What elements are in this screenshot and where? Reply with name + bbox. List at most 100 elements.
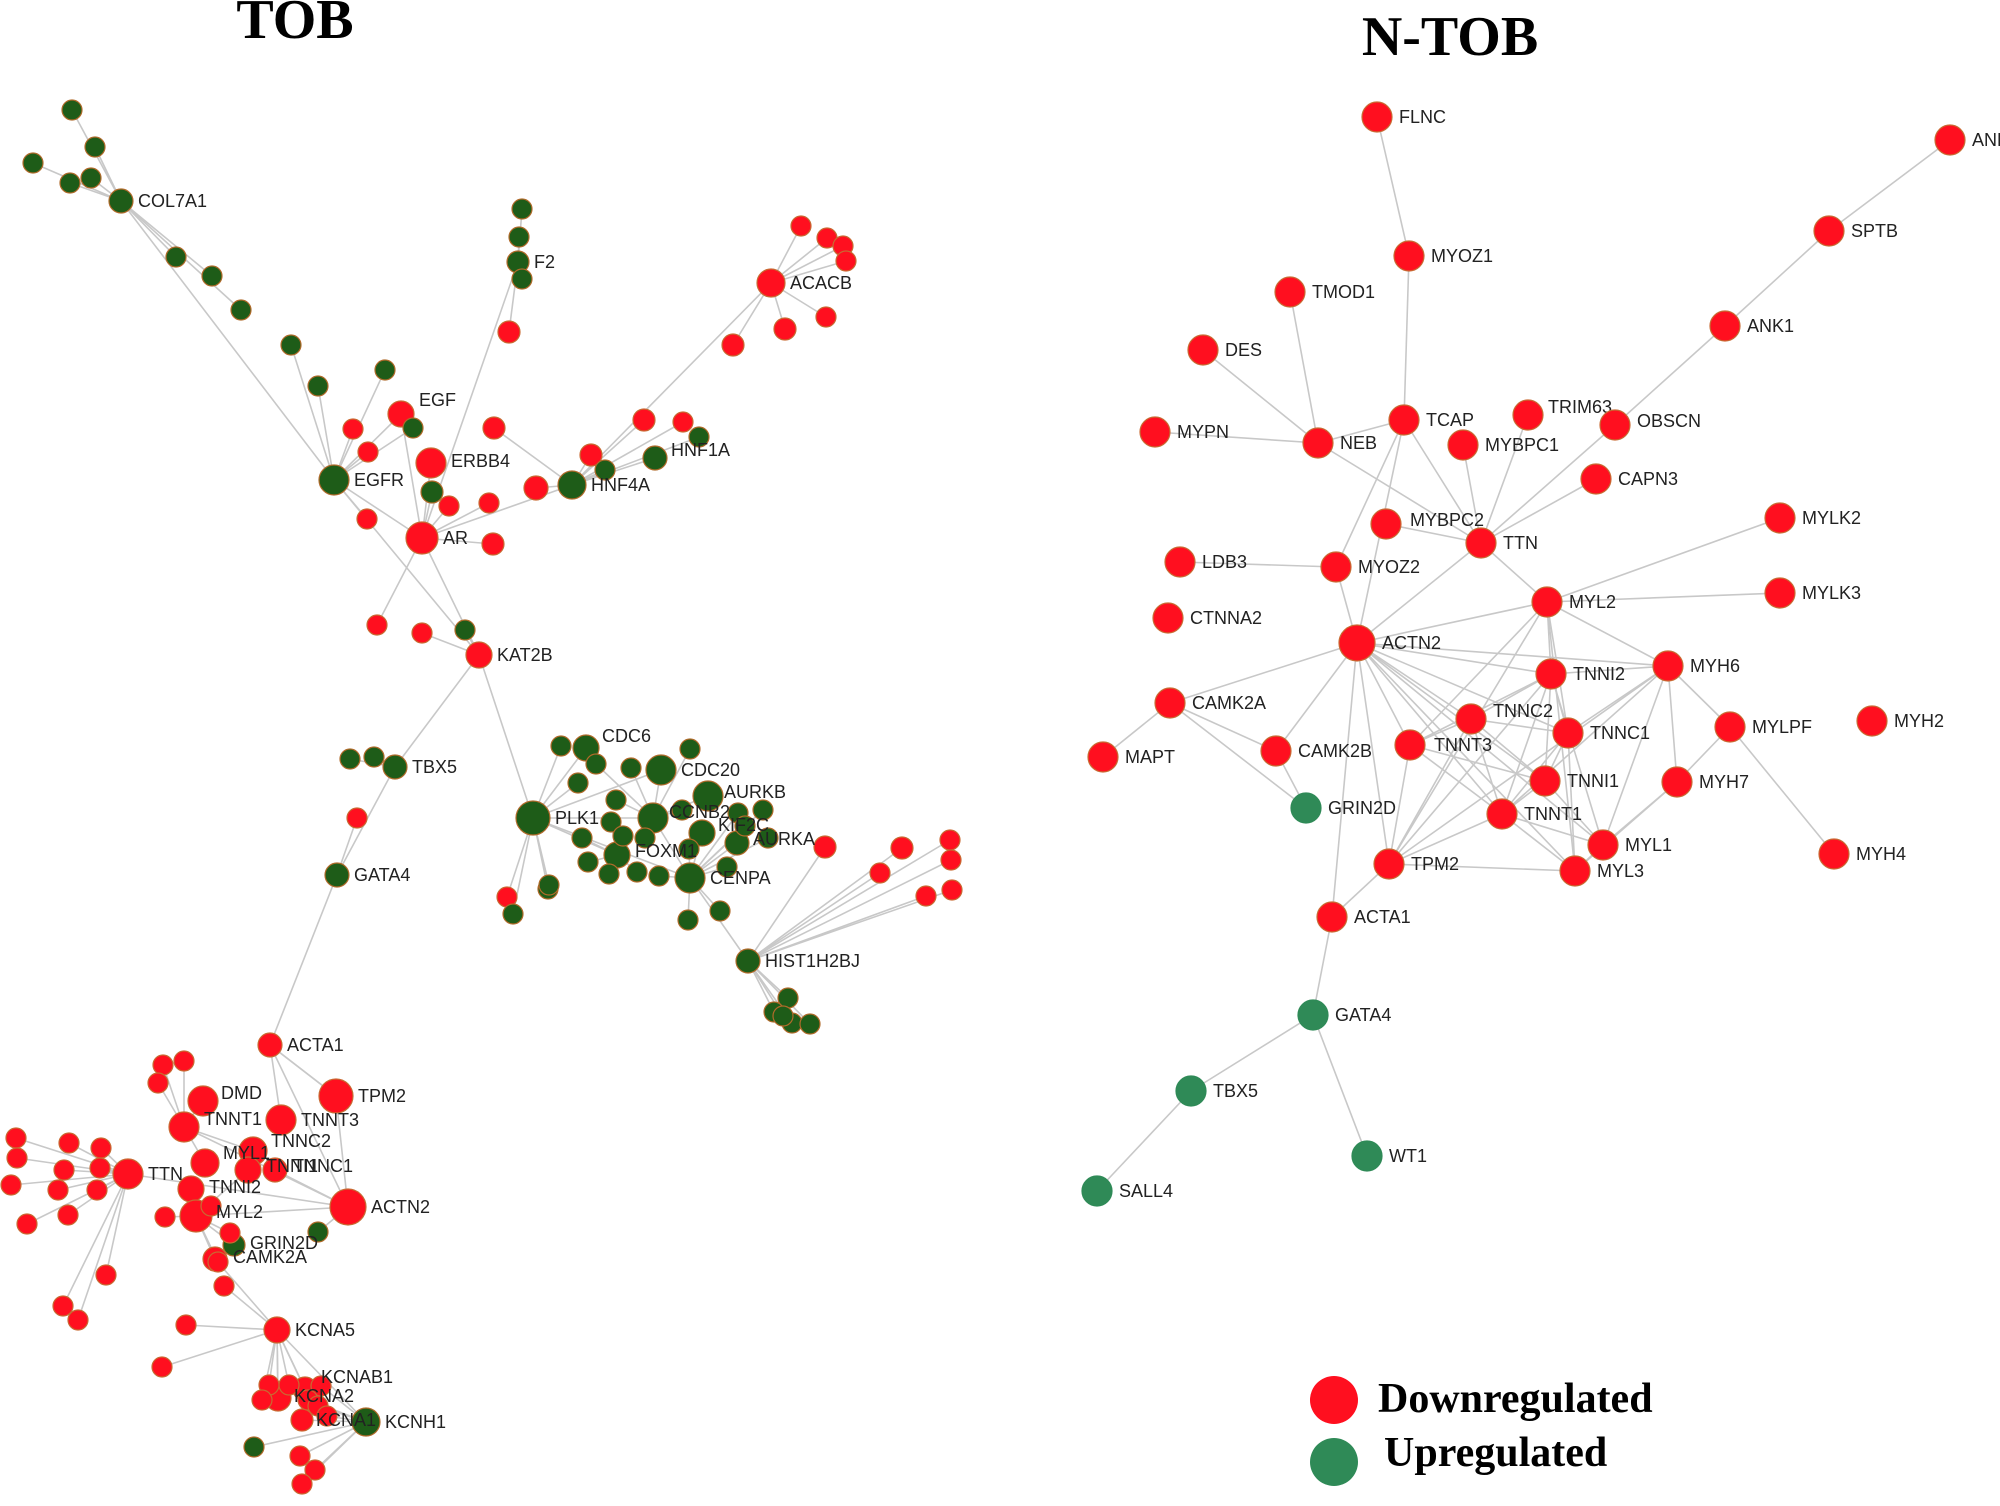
ntob-node-mapt [1087,741,1119,773]
ntob-node-tbx5 [1175,1075,1207,1107]
tob-node-hnf1a [642,445,668,471]
tob-node-unlabeled [342,418,364,440]
ntob-edge [1388,665,1669,865]
tob-node-unlabeled [175,1314,197,1336]
tob-edge [571,436,700,486]
ntob-edge [1409,601,1548,746]
tob-label-kat2b: KAT2B [497,645,553,665]
tob-label-tbx5: TBX5 [412,757,457,777]
tob-node-acta1 [257,1032,283,1058]
ntob-edge [1388,863,1576,872]
ntob-edge [1356,601,1548,644]
tob-label-plk1: PLK1 [555,808,599,828]
tob-label-kcnh1: KCNH1 [385,1412,446,1432]
tob-node-actn2 [329,1188,367,1226]
tob-node-egfr [318,464,350,496]
ntob-label-gata4: GATA4 [1335,1005,1391,1025]
tob-node-hnf4a [557,470,587,500]
tob-label-hnf1a: HNF1A [671,440,730,460]
ntob-edge [1169,702,1277,752]
tob-node-aurkb [692,780,724,812]
ntob-label-myoz1: MYOZ1 [1431,246,1493,266]
tob-node-kcnh1 [351,1407,381,1437]
tob-node-unlabeled [523,475,549,501]
tob-node-unlabeled [671,799,693,821]
ntob-edge [1356,642,1569,734]
ntob-edge [1275,642,1358,752]
tob-node-myl1 [190,1148,220,1178]
tob-node-kat2b [465,641,493,669]
tob-node-unlabeled [890,836,914,860]
ntob-edge [1403,419,1482,544]
ntob-label-obscn: OBSCN [1637,411,1701,431]
tob-edge [10,1173,129,1186]
tob-node-unlabeled [84,136,106,158]
tob-label-actn2: ACTN2 [371,1197,430,1217]
tob-label-cdc20: CDC20 [681,760,740,780]
ntob-edge [1356,642,1472,720]
tob-node-unlabeled [598,863,620,885]
ntob-label-ttn: TTN [1503,533,1538,553]
tob-node-gata4 [324,862,350,888]
ntob-node-myl3 [1559,855,1591,887]
tob-label-tnnc2: TNNC2 [271,1131,331,1151]
tob-node-unlabeled [678,838,700,860]
ntob-edge [1179,561,1337,568]
tob-edge [26,1173,129,1225]
tob-edge [747,859,952,962]
tob-node-unlabeled [219,1222,241,1244]
tob-node-unlabeled [772,1005,794,1027]
ntob-edge [1470,718,1569,734]
tob-edge [478,654,534,819]
tob-node-unlabeled [307,375,329,397]
tob-node-unlabeled [57,1204,79,1226]
ntob-edge [1312,916,1333,1016]
tob-label-myl2: MYL2 [216,1202,263,1222]
tob-node-unlabeled [734,815,756,837]
tob-node-unlabeled [53,1159,75,1181]
tob-node-unlabeled [612,825,634,847]
tob-label-tnnc1: TNNC1 [293,1156,353,1176]
tob-node-unlabeled [411,622,433,644]
ntob-edge [1388,744,1411,865]
ntob-edge [1409,744,1546,782]
tob-label-tnnt3: TNNT3 [301,1110,359,1130]
ntob-label-tnni1: TNNI1 [1567,771,1619,791]
tob-node-unlabeled [709,900,731,922]
tob-node-unlabeled [600,811,622,833]
tob-node-unlabeled [721,333,745,357]
ntob-edge [1388,718,1472,865]
ntob-edge [1501,665,1669,815]
tob-edge [105,1173,129,1276]
tob-node-unlabeled [154,1206,176,1228]
ntob-edge [1480,424,1616,544]
tob-label-myl1: MYL1 [223,1143,270,1163]
tob-node-unlabeled [5,1127,27,1149]
ntob-label-tnnt3: TNNT3 [1434,735,1492,755]
tob-edge [127,1173,349,1208]
tob-edge [747,846,826,962]
ntob-node-myl1 [1587,829,1619,861]
ntob-label-tmod1: TMOD1 [1312,282,1375,302]
tob-node-ar [405,521,439,555]
ntob-node-actn2 [1338,624,1376,662]
tob-node-unlabeled [152,1054,174,1076]
tob-node-unlabeled [940,849,962,871]
ntob-node-sall4 [1081,1175,1113,1207]
ntob-label-flnc: FLNC [1399,107,1446,127]
tob-node-unlabeled [620,757,642,779]
tob-label-kcna5: KCNA5 [295,1320,355,1340]
ntob-edge [1470,718,1546,782]
tob-node-unlabeled [481,532,505,556]
tob-node-unlabeled [869,862,891,884]
ntob-label-camk2b: CAMK2B [1298,741,1372,761]
tob-node-unlabeled [80,167,102,189]
tob-label-kif2c: KIF2C [718,815,769,835]
ntob-node-myh2 [1856,705,1888,737]
tob-node-unlabeled [280,334,302,356]
ntob-edge [1501,673,1552,815]
ntob-node-obscn [1599,409,1631,441]
tob-node-unlabeled [632,408,656,432]
tob-node-unlabeled [773,317,797,341]
ntob-node-tnnc1 [1552,717,1584,749]
